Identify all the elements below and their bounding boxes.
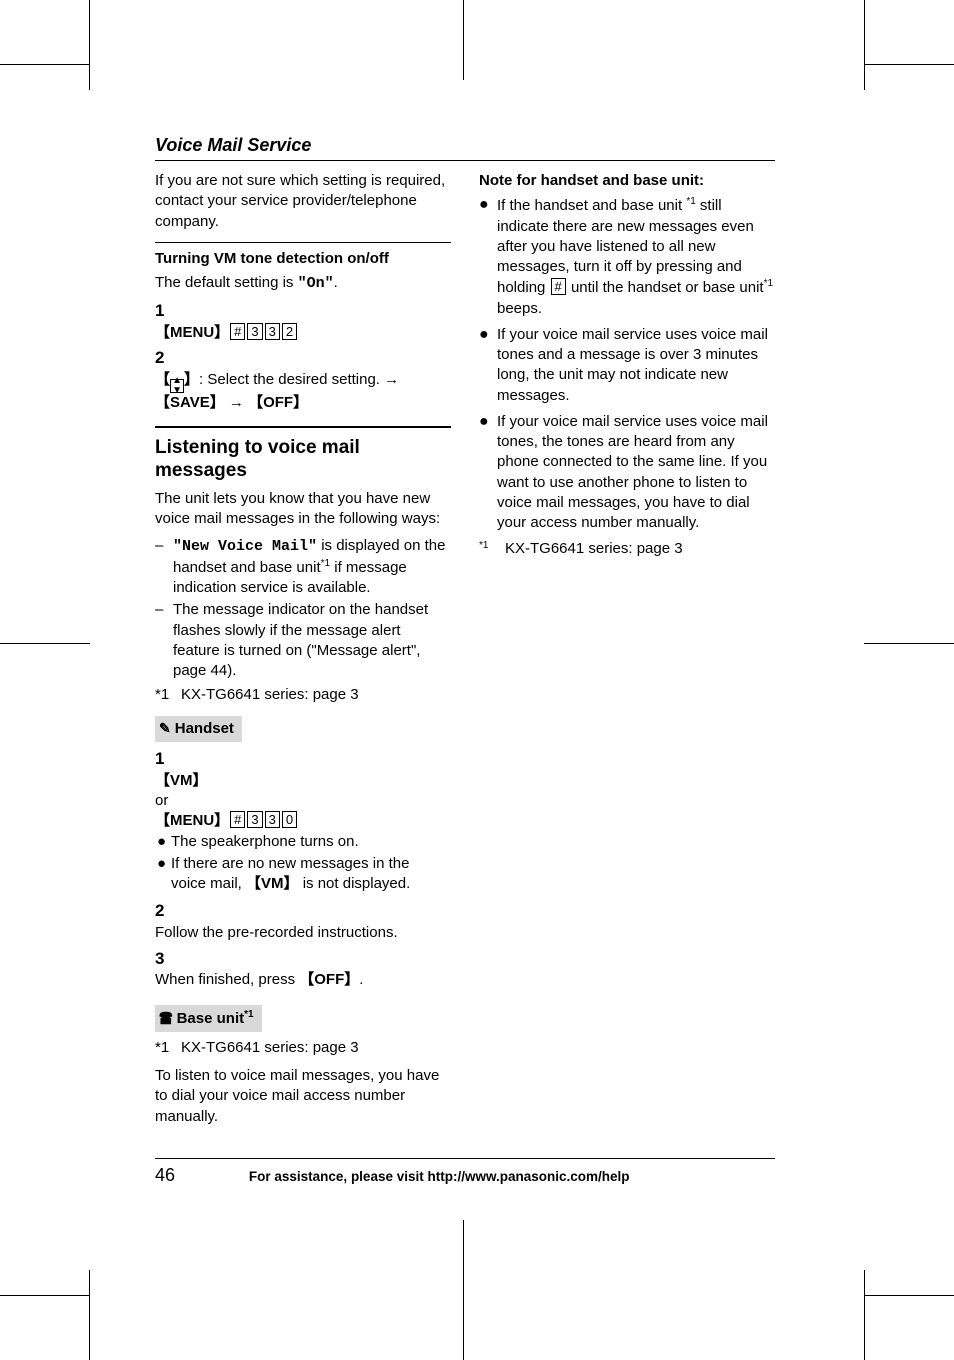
vm-step-1: 1 【MENU】#332 [155,300,451,343]
footer-text: For assistance, please visit http://www.… [249,1169,630,1184]
divider [155,426,451,428]
crop-mark [0,1295,90,1296]
vm-softkey: 【VM】 [155,772,208,789]
footnote-marker: *1 [155,685,181,705]
text: Follow the pre-recorded instructions. [155,923,427,943]
listening-intro: The unit lets you know that you have new… [155,489,451,530]
crop-mark [0,643,90,644]
vm-step-2: 2 【▲▼】: Select the desired setting. → 【S… [155,347,451,413]
handset-step-1: 1 【VM】 or 【MENU】#330 ●The speakerphone t… [155,748,451,896]
up-down-arrow-icon: ▲▼ [170,379,184,393]
key-hash: # [551,278,566,295]
list-item: – The message indicator on the handset f… [155,600,451,681]
footnote-text: KX-TG6641 series: page 3 [181,685,447,705]
handset-step-3: 3 When finished, press 【OFF】. [155,948,451,991]
nav-key: 【▲▼】 [155,371,199,388]
text: If your voice mail service uses voice ma… [497,325,775,406]
badge-label: Base unit [177,1010,245,1027]
crop-mark [864,1295,954,1296]
footnote-ref: *1 [321,558,330,569]
crop-divider [463,0,464,80]
text: When finished, press [155,971,299,988]
key-3: 3 [265,811,280,828]
baseunit-icon: 🖀 [159,1010,173,1026]
text: The default setting is [155,274,298,291]
footnote: *1 KX-TG6641 series: page 3 [479,539,775,560]
text: or [155,792,168,809]
bullet-item: ● If your voice mail service uses voice … [479,325,775,406]
step-number: 1 [155,300,175,323]
crop-mark [89,1270,90,1360]
text: . [359,971,363,988]
bullet-item: ● If your voice mail service uses voice … [479,412,775,534]
text: is not displayed. [299,875,411,892]
save-softkey: 【SAVE】 [155,394,225,411]
text: The speakerphone turns on. [171,832,427,852]
step-number: 3 [155,948,175,971]
bullet-item: ● If the handset and base unit *1 still … [479,195,775,319]
text: If the handset and base unit [497,197,686,214]
off-softkey: 【OFF】 [299,971,359,988]
key-3: 3 [247,811,262,828]
intro-paragraph: If you are not sure which setting is req… [155,171,451,232]
page-number: 46 [155,1165,245,1186]
baseunit-badge: 🖀Base unit*1 [155,1005,262,1032]
text: If your voice mail service uses voice ma… [497,412,775,534]
text: The message indicator on the handset fla… [173,600,451,681]
default-setting-line: The default setting is "On". [155,273,451,294]
handset-badge: ✎Handset [155,716,242,742]
text: beeps. [497,300,542,317]
footnote-text: KX-TG6641 series: page 3 [181,1038,447,1058]
page-section-title: Voice Mail Service [155,135,775,161]
crop-mark [89,0,90,90]
footnote-marker: *1 [155,1038,181,1058]
listening-heading: Listening to voice mail messages [155,436,451,484]
key-hash: # [230,323,245,340]
crop-mark [864,643,954,644]
key-3: 3 [247,323,262,340]
vm-softkey: 【VM】 [246,875,299,892]
note-heading: Note for handset and base unit: [479,171,775,191]
key-hash: # [230,811,245,828]
step-number: 1 [155,748,175,771]
step-number: 2 [155,900,175,923]
new-voice-mail-label: "New Voice Mail" [173,538,317,555]
sub-bullet: ●The speakerphone turns on. [155,832,427,852]
default-value: "On" [298,275,334,292]
crop-divider [463,1220,464,1360]
text: until the handset or base unit [567,279,764,296]
text: . [334,274,338,291]
footnote: *1KX-TG6641 series: page 3 [155,685,451,705]
footnote-ref: *1 [244,1009,253,1020]
off-softkey: 【OFF】 [248,394,308,411]
footnote-text: KX-TG6641 series: page 3 [505,539,771,559]
step-number: 2 [155,347,175,370]
menu-softkey: 【MENU】 [155,324,229,341]
footnote-marker: *1 [479,540,488,551]
key-3: 3 [265,323,280,340]
crop-mark [864,1270,865,1360]
key-2: 2 [282,323,297,340]
crop-mark [0,64,90,65]
text: : Select the desired setting. → [199,371,399,388]
vm-tone-heading: Turning VM tone detection on/off [155,249,451,269]
crop-mark [864,0,865,90]
badge-label: Handset [175,720,234,737]
baseunit-paragraph: To listen to voice mail messages, you ha… [155,1066,451,1127]
footnote: *1KX-TG6641 series: page 3 [155,1038,451,1058]
handset-icon: ✎ [159,720,171,736]
list-item: – "New Voice Mail" is displayed on the h… [155,536,451,599]
crop-mark [864,64,954,65]
sub-bullet: ●If there are no new messages in the voi… [155,854,427,895]
page-footer: 46 For assistance, please visit http://w… [155,1158,775,1186]
menu-softkey: 【MENU】 [155,812,229,829]
handset-step-2: 2 Follow the pre-recorded instructions. [155,900,451,943]
footnote-ref: *1 [686,196,695,207]
right-column: Note for handset and base unit: ● If the… [479,171,775,1133]
key-0: 0 [282,811,297,828]
left-column: If you are not sure which setting is req… [155,171,451,1133]
divider [155,242,451,243]
footnote-ref: *1 [764,278,773,289]
